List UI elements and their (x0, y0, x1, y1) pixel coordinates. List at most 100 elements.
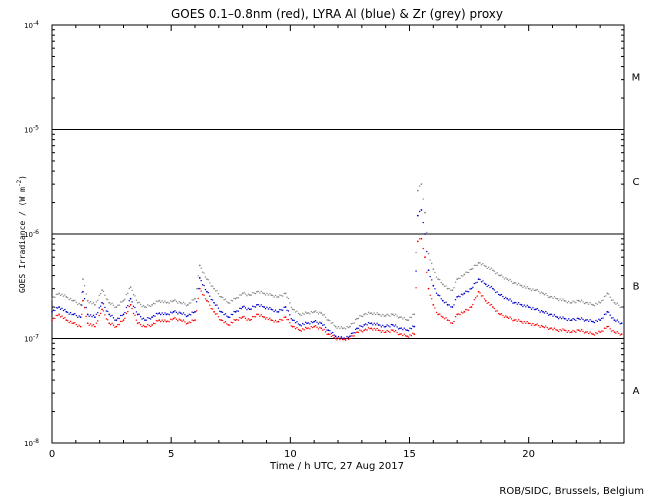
series-dot (396, 331, 398, 334)
y-tick-base: 10 (24, 336, 33, 344)
series-dot (343, 338, 345, 340)
series-dot (372, 313, 374, 316)
data-point (86, 299, 89, 302)
series-dot (236, 296, 238, 299)
series-dot (246, 319, 248, 321)
series-dot (453, 287, 455, 289)
series-dot (154, 303, 156, 305)
data-point (613, 301, 616, 304)
series-dot (294, 311, 297, 313)
data-point (432, 284, 435, 287)
series-dot (309, 328, 311, 330)
series-dot (134, 306, 136, 309)
data-point (570, 319, 573, 321)
series-dot (503, 316, 506, 319)
data-point (484, 283, 487, 286)
data-point (399, 327, 401, 330)
series-dot (303, 329, 305, 331)
series-dot (429, 275, 431, 278)
series-dot (239, 317, 241, 319)
series-dot (616, 331, 619, 333)
series-dot (609, 314, 611, 316)
series-dot (536, 323, 538, 325)
series-dot (269, 306, 271, 309)
series-dot (353, 322, 355, 324)
series-dot (476, 281, 478, 283)
series-dot (354, 332, 357, 334)
series-dot (553, 296, 556, 298)
series-dot (260, 304, 262, 306)
series-dot (259, 292, 261, 294)
series-dot (154, 322, 156, 325)
data-point (248, 308, 251, 311)
series-dot (550, 327, 553, 329)
series-dot (487, 266, 490, 268)
series-dot (569, 331, 571, 334)
series-dot (91, 303, 93, 305)
y-tick-label: 10-6 (24, 229, 39, 239)
series-dot (489, 286, 491, 289)
data-point (277, 320, 280, 323)
series-dot (555, 315, 557, 318)
series-dot (603, 295, 606, 298)
series-dot (402, 329, 404, 331)
series-dot (307, 322, 310, 324)
series-dot (164, 300, 166, 302)
data-point (520, 303, 523, 306)
series-dot (184, 321, 186, 323)
series-dot (562, 298, 564, 300)
series-dot (400, 327, 403, 329)
series-dot (383, 331, 385, 334)
series-dot (418, 185, 421, 187)
series-dot (226, 315, 228, 317)
series-dot (316, 326, 318, 329)
series-dot (547, 296, 550, 299)
series-dot (191, 299, 193, 301)
data-point (441, 316, 444, 319)
flare-class-label: A (633, 386, 640, 397)
series-dot (97, 311, 99, 314)
data-point (549, 313, 552, 316)
series-dot (161, 300, 163, 302)
series-dot (294, 321, 297, 324)
data-point (556, 329, 559, 332)
series-dot (102, 290, 105, 293)
series-dot (480, 281, 483, 283)
series-dot (612, 317, 614, 319)
data-point (424, 211, 426, 214)
series-dot (533, 324, 536, 326)
series-dot (109, 323, 112, 326)
series-dot (553, 327, 556, 329)
series-dot (219, 310, 221, 312)
series-dot (62, 317, 65, 320)
series-dot (190, 302, 192, 304)
series-dot (431, 298, 433, 300)
series-dot (89, 314, 92, 316)
series-dot (502, 314, 504, 317)
data-point (194, 310, 196, 313)
series-dot (353, 335, 355, 337)
series-dot (161, 319, 163, 321)
series-dot (283, 316, 285, 319)
series-dot (78, 315, 80, 317)
series-dot (344, 328, 347, 330)
series-dot (547, 328, 550, 330)
data-point (115, 319, 118, 321)
series-dot (443, 285, 446, 288)
series-dot (159, 313, 162, 316)
data-point (270, 319, 273, 321)
series-dot (372, 329, 374, 331)
series-dot (117, 304, 119, 306)
series-dot (529, 322, 531, 325)
series-dot (188, 313, 190, 316)
series-dot (221, 296, 224, 299)
series-dot (539, 326, 541, 328)
data-point (363, 323, 366, 326)
series-dot (142, 317, 145, 320)
series-dot (575, 319, 577, 322)
series-dot (257, 313, 260, 316)
data-point (263, 306, 266, 308)
series-dot (81, 313, 83, 315)
series-dot (75, 314, 78, 317)
series-dot (589, 302, 591, 304)
